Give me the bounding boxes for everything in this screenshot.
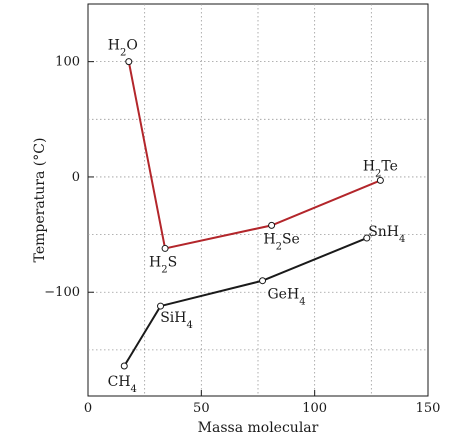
x-axis-title: Massa molecular bbox=[198, 420, 319, 436]
series-line bbox=[123, 237, 368, 367]
point-label: GeH4 bbox=[268, 287, 306, 308]
axis-ticks: 0 50 100 150 100 0 −100 bbox=[44, 55, 440, 416]
x-tick-label: 100 bbox=[302, 401, 327, 416]
data-point bbox=[376, 176, 384, 184]
point-label: CH4 bbox=[108, 374, 137, 395]
point-label: SiH4 bbox=[160, 310, 193, 331]
y-tick-label: −100 bbox=[44, 285, 80, 300]
x-tick-label: 50 bbox=[193, 401, 210, 416]
point-label: H2Te bbox=[363, 158, 398, 179]
series-layer bbox=[120, 58, 384, 370]
y-tick-label: 0 bbox=[72, 170, 80, 185]
point-label: H2S bbox=[149, 254, 177, 275]
data-point bbox=[125, 58, 133, 66]
point-label: SnH4 bbox=[368, 224, 405, 245]
point-label: H2O bbox=[108, 38, 138, 59]
x-tick-label: 0 bbox=[84, 401, 92, 416]
data-point bbox=[259, 277, 267, 285]
y-tick-label: 100 bbox=[55, 55, 80, 70]
y-axis-title: Temperatura (°C) bbox=[32, 138, 48, 263]
point-label: H2Se bbox=[263, 231, 299, 252]
data-point bbox=[120, 362, 128, 370]
data-point bbox=[157, 302, 165, 310]
data-point bbox=[161, 244, 169, 252]
series-line bbox=[127, 61, 381, 250]
grid bbox=[88, 4, 428, 396]
x-tick-label: 150 bbox=[416, 401, 441, 416]
data-point bbox=[268, 221, 276, 229]
data-point bbox=[363, 234, 371, 242]
point-labels: H2O H2S H2Se H2Te CH4 SiH4 GeH4 SnH4 bbox=[108, 38, 406, 395]
